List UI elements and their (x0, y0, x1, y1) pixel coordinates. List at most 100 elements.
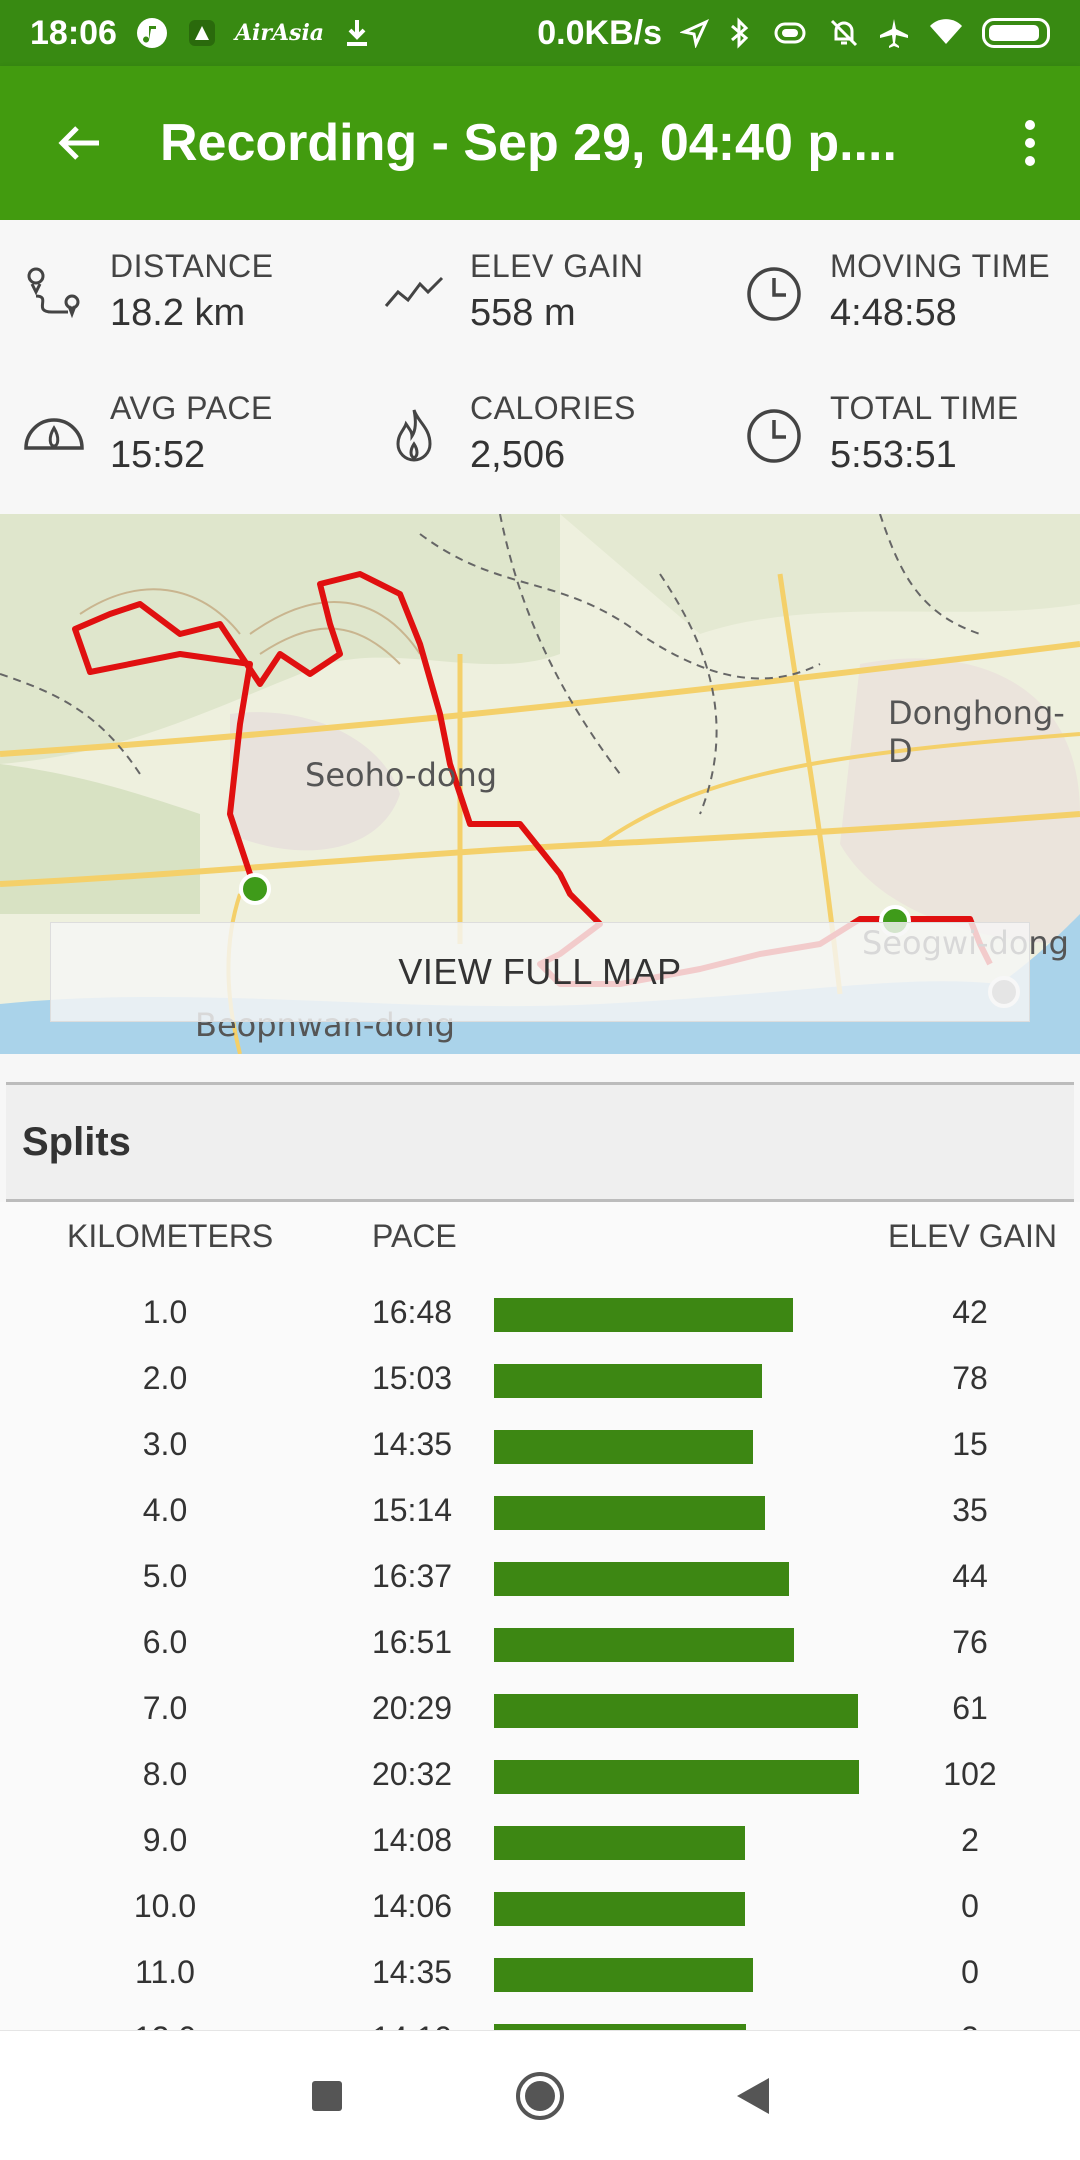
stat-value: 15:52 (110, 434, 206, 476)
status-bar: 18:06 AirAsia 0.0KB/s (0, 0, 1080, 66)
clock-icon (747, 267, 801, 321)
stats-panel: DISTANCE 18.2 km ELEV GAIN 558 m MOVING … (0, 220, 1080, 514)
stat-value: 4:48:58 (830, 292, 957, 334)
split-elev-gain: 42 (952, 1294, 988, 1330)
network-speed: 0.0KB/s (537, 13, 662, 52)
stat-value: 558 m (470, 292, 576, 334)
location-icon (680, 18, 710, 48)
table-row: 1.0 16:48 42 (0, 1282, 1080, 1348)
table-row: 4.0 15:14 35 (0, 1480, 1080, 1546)
stat-label: TOTAL TIME (830, 390, 1019, 426)
split-elev-gain: 102 (943, 1756, 997, 1792)
app-icon (188, 20, 215, 46)
split-kilometers: 8.0 (142, 1756, 188, 1792)
speedometer-icon (24, 418, 84, 450)
split-pace-bar (494, 1760, 859, 1794)
split-pace: 14:06 (371, 1888, 453, 1924)
split-elev-gain: 0 (961, 1888, 979, 1924)
table-row: 6.0 16:51 76 (0, 1612, 1080, 1678)
flame-icon (396, 409, 432, 462)
split-pace: 16:37 (371, 1558, 453, 1594)
route-map[interactable]: Seoho-dong Donghong-D Beopnwan-dong Seog… (0, 514, 1080, 1054)
stat-label: DISTANCE (110, 248, 274, 284)
carrier-label: AirAsia (234, 20, 325, 46)
nav-back-button[interactable] (713, 2056, 793, 2136)
split-kilometers: 7.0 (142, 1690, 188, 1726)
split-elev-gain: 3 (900, 2020, 1040, 2030)
stat-label: MOVING TIME (830, 248, 1051, 284)
recents-button[interactable] (287, 2056, 367, 2136)
home-icon (515, 2071, 564, 2120)
mute-icon (830, 19, 858, 47)
header-kilometers: KILOMETERS (67, 1218, 274, 1254)
split-pace: 20:29 (371, 1690, 453, 1726)
table-row: 12.0 14:10 3 (0, 2008, 1080, 2030)
split-pace: 14:10 (362, 2020, 462, 2030)
stat-label: ELEV GAIN (470, 248, 644, 284)
app-bar: Recording - Sep 29, 04:40 p.... (0, 66, 1080, 220)
split-pace: 14:35 (371, 1954, 453, 1990)
stat-label: CALORIES (470, 390, 636, 426)
split-kilometers: 10.0 (133, 1888, 197, 1924)
split-kilometers: 3.0 (142, 1426, 188, 1462)
splits-table: KILOMETERS PACE ELEV GAIN 1.0 16:48 42 2.0 1… (0, 1202, 1080, 2030)
split-pace-bar (494, 1826, 745, 1860)
split-elev-gain: 0 (961, 1954, 979, 1990)
split-kilometers: 9.0 (142, 1822, 188, 1858)
split-elev-gain: 78 (952, 1360, 988, 1396)
split-pace-bar (494, 1892, 745, 1926)
back-button[interactable] (0, 66, 160, 220)
table-row: 9.0 14:08 2 (0, 1810, 1080, 1876)
split-kilometers: 4.0 (142, 1492, 188, 1528)
download-icon (347, 20, 368, 46)
split-pace-bar (494, 1958, 753, 1992)
split-pace: 15:14 (371, 1492, 453, 1528)
home-button[interactable] (500, 2056, 580, 2136)
split-pace-bar (494, 2024, 746, 2030)
split-elev-gain: 35 (952, 1492, 988, 1528)
wifi-icon (930, 19, 962, 44)
split-kilometers: 1.0 (142, 1294, 188, 1330)
airplane-icon (880, 19, 908, 48)
split-elev-gain: 61 (952, 1690, 988, 1726)
clock-icon (747, 409, 801, 463)
elevation-icon (384, 276, 444, 307)
system-nav-bar (0, 2030, 1080, 2160)
table-row: 10.0 14:06 0 (0, 1876, 1080, 1942)
bluetooth-icon (731, 17, 749, 49)
split-kilometers: 6.0 (142, 1624, 188, 1660)
split-pace-bar (494, 1298, 793, 1332)
header-elev-gain: ELEV GAIN (888, 1218, 1057, 1254)
split-pace: 16:51 (371, 1624, 453, 1660)
map-label-seoho: Seoho-dong (305, 756, 498, 794)
stat-value: 5:53:51 (830, 434, 957, 476)
stat-total-time: TOTAL TIME 5:53:51 (720, 362, 1080, 502)
split-pace: 14:08 (371, 1822, 453, 1858)
back-arrow-icon (58, 126, 99, 160)
split-pace: 15:03 (371, 1360, 453, 1396)
route-icon (27, 267, 80, 319)
page-title: Recording - Sep 29, 04:40 p.... (160, 114, 897, 172)
view-full-map-button[interactable]: VIEW FULL MAP (50, 922, 1030, 1022)
split-pace: 20:32 (371, 1756, 453, 1792)
split-kilometers: 2.0 (142, 1360, 188, 1396)
vibrate-icon (774, 22, 806, 44)
recents-icon (311, 2080, 342, 2111)
table-header: KILOMETERS PACE ELEV GAIN (0, 1218, 1080, 1268)
split-pace-bar (494, 1694, 858, 1728)
split-pace-bar (494, 1628, 794, 1662)
stat-moving-time: MOVING TIME 4:48:58 (720, 220, 1080, 360)
splits-title: Splits (6, 1082, 1074, 1202)
music-icon (136, 18, 167, 48)
stat-elev-gain: ELEV GAIN 558 m (360, 220, 720, 360)
more-options-button[interactable] (980, 66, 1080, 220)
stat-value: 2,506 (470, 434, 566, 476)
stat-label: AVG PACE (110, 390, 273, 426)
table-row: 5.0 16:37 44 (0, 1546, 1080, 1612)
split-pace: 16:48 (371, 1294, 453, 1330)
stat-avg-pace: AVG PACE 15:52 (0, 362, 360, 502)
split-pace-bar (494, 1562, 789, 1596)
split-pace-bar (494, 1430, 753, 1464)
split-elev-gain: 76 (952, 1624, 988, 1660)
more-vert-icon (1025, 120, 1035, 166)
